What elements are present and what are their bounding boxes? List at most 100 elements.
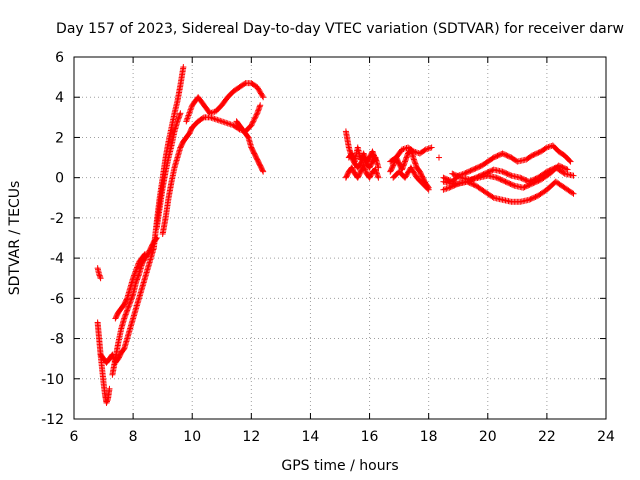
data-point xyxy=(250,118,257,125)
data-point xyxy=(529,180,536,187)
data-point xyxy=(252,114,259,121)
data-point xyxy=(525,182,532,189)
data-point xyxy=(545,143,552,150)
data-point xyxy=(408,165,415,172)
x-tick-label: 10 xyxy=(183,429,201,445)
data-point xyxy=(436,154,443,161)
data-point xyxy=(560,164,567,171)
data-points xyxy=(94,64,577,406)
data-point xyxy=(400,146,407,153)
data-point xyxy=(506,180,513,187)
data-point xyxy=(450,171,457,178)
data-point xyxy=(467,167,474,174)
data-point xyxy=(471,182,478,189)
data-point xyxy=(177,110,184,117)
data-point xyxy=(542,145,549,152)
data-point xyxy=(502,151,509,158)
data-point xyxy=(532,178,539,185)
data-point xyxy=(187,106,194,113)
data-point xyxy=(531,194,538,201)
data-point xyxy=(499,177,506,184)
data-point xyxy=(532,150,539,157)
data-point xyxy=(106,385,113,392)
data-point xyxy=(444,185,451,192)
data-point xyxy=(248,122,255,129)
x-tick-label: 12 xyxy=(242,429,260,445)
data-point xyxy=(188,105,195,112)
data-point xyxy=(372,156,379,163)
data-point xyxy=(456,174,463,181)
data-point xyxy=(252,112,259,119)
data-point xyxy=(250,117,257,124)
data-point xyxy=(402,174,409,181)
chart-title: Day 157 of 2023, Sidereal Day-to-day VTE… xyxy=(56,21,624,37)
data-point xyxy=(524,182,531,189)
data-point xyxy=(404,169,411,176)
data-point xyxy=(519,175,526,182)
data-point xyxy=(257,89,264,96)
data-point xyxy=(502,169,509,176)
y-tick-label: -4 xyxy=(50,251,64,267)
data-point xyxy=(497,176,504,183)
data-point xyxy=(453,181,460,188)
data-point xyxy=(260,168,267,175)
data-point xyxy=(473,164,480,171)
data-point xyxy=(469,180,476,187)
data-point xyxy=(199,115,206,122)
data-point xyxy=(531,179,538,186)
data-point xyxy=(422,146,429,153)
data-point xyxy=(522,176,529,183)
data-point xyxy=(441,186,448,193)
data-point xyxy=(403,172,410,179)
data-point xyxy=(503,170,510,177)
data-point xyxy=(556,163,563,170)
data-point xyxy=(505,179,512,186)
data-point xyxy=(254,84,261,91)
data-point xyxy=(501,178,508,185)
data-point xyxy=(218,118,225,125)
data-point xyxy=(489,193,496,200)
data-point xyxy=(389,163,396,170)
data-point xyxy=(518,175,525,182)
x-tick-label: 24 xyxy=(597,429,615,445)
data-point xyxy=(493,153,500,160)
data-point xyxy=(521,184,528,191)
x-axis-ticks: 6 8 10 12 14 16 18 20 22 24 xyxy=(70,57,615,445)
data-point xyxy=(570,190,577,197)
data-point xyxy=(499,168,506,175)
y-tick-label: -8 xyxy=(50,332,64,348)
x-tick-label: 6 xyxy=(70,429,79,445)
data-point xyxy=(209,109,216,116)
plot-frame xyxy=(73,56,607,420)
data-point xyxy=(558,163,565,170)
data-point xyxy=(412,149,419,156)
data-point xyxy=(523,177,530,184)
data-point xyxy=(421,147,428,154)
data-point xyxy=(258,91,265,98)
data-point xyxy=(259,167,266,174)
x-tick-label: 14 xyxy=(302,429,320,445)
data-point xyxy=(410,148,417,155)
data-point xyxy=(486,168,493,175)
data-point xyxy=(503,152,510,159)
data-point xyxy=(451,182,458,189)
data-point xyxy=(253,111,260,118)
data-point xyxy=(259,92,266,99)
data-point xyxy=(529,195,536,202)
data-point xyxy=(493,174,500,181)
data-point xyxy=(464,168,471,175)
data-point xyxy=(517,174,524,181)
x-axis-title: GPS time / hours xyxy=(281,458,398,474)
data-point xyxy=(507,172,514,179)
data-point xyxy=(504,152,511,159)
data-point xyxy=(208,109,215,116)
data-point xyxy=(249,119,256,126)
data-point xyxy=(256,87,263,94)
data-point xyxy=(424,146,431,153)
data-point xyxy=(507,180,514,187)
data-point xyxy=(534,178,541,185)
data-point xyxy=(491,153,498,160)
data-point xyxy=(462,170,469,177)
data-point xyxy=(409,147,416,154)
